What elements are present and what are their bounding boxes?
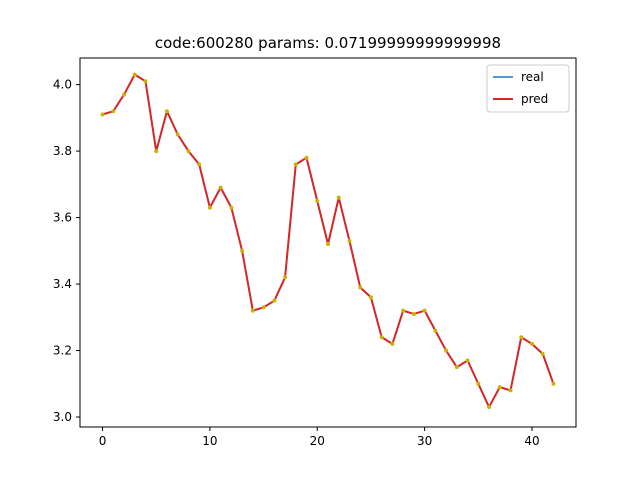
data-point [315,198,320,203]
data-point [100,112,105,117]
data-point [347,238,352,243]
data-point [164,109,169,114]
data-point [551,381,556,386]
x-tick-label: 30 [417,434,432,448]
data-point [390,341,395,346]
data-point [143,79,148,84]
data-point [326,242,330,247]
data-point [379,335,384,340]
plot-area [100,72,556,410]
data-point [304,155,309,160]
x-tick-label: 10 [202,434,217,448]
axes-frame [79,57,577,428]
x-tick-label: 20 [310,434,325,448]
data-point [368,295,373,300]
data-point [186,149,191,154]
data-point [529,341,534,346]
legend-label-pred: pred [521,92,548,106]
data-point [293,162,298,167]
data-point [175,132,180,137]
data-point [465,358,470,363]
x-tick-label: 0 [99,434,107,448]
legend-label-real: real [521,70,544,84]
data-point [433,328,438,333]
data-point [207,205,212,210]
y-tick-label: 3.2 [53,344,72,358]
data-point [401,308,406,313]
data-point [454,365,459,370]
y-tick-label: 3.0 [53,410,72,424]
x-tick-label: 40 [524,434,539,448]
axes: 0 10 20 30 40 3.0 3.2 3.4 3.6 3.8 4.0 [53,57,577,448]
y-tick-label: 4.0 [53,78,72,92]
legend: real pred [486,64,570,113]
data-point [272,298,277,303]
data-point [197,162,202,167]
data-point [132,72,137,77]
data-point [358,285,363,290]
data-point [111,109,116,114]
data-point [411,311,416,316]
y-tick-label: 3.4 [53,277,72,291]
data-point [261,305,266,310]
data-point [154,149,159,154]
data-point [122,92,127,97]
data-point [283,275,288,280]
data-point [218,185,223,190]
data-point [422,308,427,313]
y-tick-label: 3.8 [53,144,72,158]
data-point [519,335,524,340]
data-point [497,385,502,390]
y-tick-label: 3.6 [53,211,72,225]
data-point [336,195,341,200]
data-point [476,381,481,386]
data-point [540,351,545,356]
data-point [229,205,234,210]
data-point [250,308,255,313]
data-point [508,388,513,393]
chart-title: code:600280 params: 0.07199999999999998 [155,34,501,52]
data-point [487,405,492,410]
data-point [240,248,245,253]
data-point [444,348,449,353]
